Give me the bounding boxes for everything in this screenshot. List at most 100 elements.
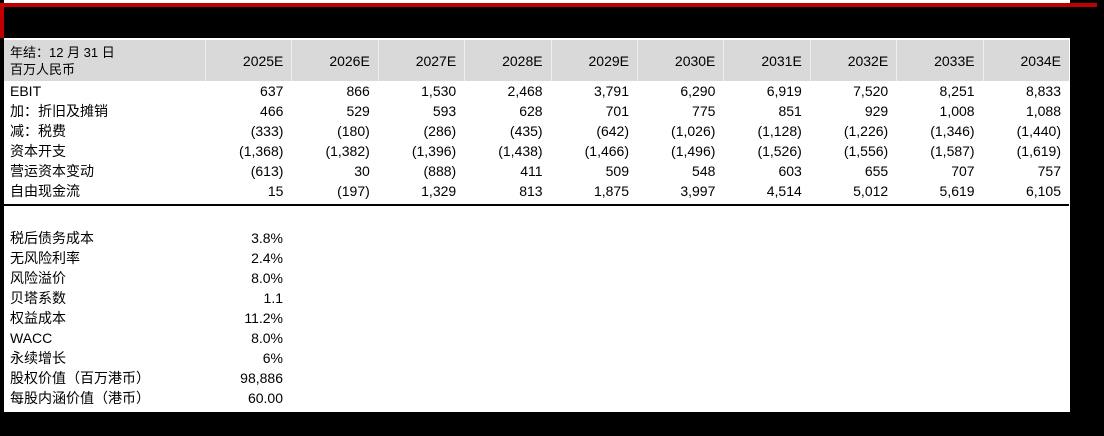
- value-cell: 6,290: [680, 83, 716, 99]
- value-cell: (613): [250, 163, 284, 179]
- column-header: 2027E: [377, 40, 464, 81]
- value-cell: (1,496): [671, 143, 716, 159]
- table-header-row: 年结：12 月 31 日 百万人民币 2025E 2026E 2027E 2028E 2…: [4, 40, 1069, 81]
- column-header: 2032E: [809, 40, 896, 81]
- column-header: 2029E: [550, 40, 637, 81]
- assumption-label: 税后债务成本: [10, 230, 94, 246]
- column-header: 2033E: [896, 40, 982, 81]
- value-cell: 7,520: [853, 83, 889, 99]
- assumption-value: 6%: [262, 350, 283, 366]
- value-cell: (1,440): [1016, 123, 1061, 139]
- row-label: EBIT: [10, 83, 42, 99]
- value-cell: 628: [519, 103, 543, 119]
- value-cell: (1,026): [671, 123, 716, 139]
- value-cell: 30: [354, 163, 370, 179]
- value-cell: 757: [1037, 163, 1061, 179]
- row-label: 加：折旧及摊销: [10, 103, 108, 119]
- column-header: 2034E: [982, 40, 1069, 81]
- assumption-label: 权益成本: [10, 310, 66, 326]
- assumption-value: 1.1: [263, 290, 283, 306]
- assumption-row: 税后债务成本 3.8%: [4, 228, 291, 248]
- value-cell: 5,619: [939, 183, 975, 199]
- value-cell: (1,466): [584, 143, 629, 159]
- value-cell: 8,251: [939, 83, 975, 99]
- assumption-value: 8.0%: [251, 270, 283, 286]
- value-cell: 603: [778, 163, 802, 179]
- redacted-title-box: [0, 3, 1097, 38]
- table-row: 加：折旧及摊销 466 529 593 628 701 775 851 929 1,008 1,08…: [4, 101, 1069, 121]
- value-cell: 866: [346, 83, 370, 99]
- value-cell: 637: [260, 83, 284, 99]
- assumption-value: 8.0%: [251, 330, 283, 346]
- assumption-label: 每股内涵价值（港币）: [10, 390, 150, 406]
- value-cell: 929: [864, 103, 889, 119]
- table-bottom-rule: [4, 204, 1069, 206]
- value-cell: 701: [605, 103, 629, 119]
- value-cell: 1,008: [939, 103, 975, 119]
- value-cell: (642): [596, 123, 629, 139]
- value-cell: (1,619): [1016, 143, 1061, 159]
- assumption-row: 贝塔系数 1.1: [4, 288, 291, 308]
- table-body: EBIT 637 866 1,530 2,468 3,791 6,290 6,919 7,520…: [4, 81, 1069, 201]
- value-cell: 5,012: [853, 183, 889, 199]
- value-cell: (333): [250, 123, 284, 139]
- value-cell: 411: [520, 163, 543, 179]
- value-cell: (1,556): [843, 143, 889, 159]
- column-header: 2030E: [637, 40, 723, 81]
- value-cell: 707: [951, 163, 975, 179]
- value-cell: 1,875: [593, 183, 629, 199]
- table-row: 营运资本变动 (613) 30 (888) 411 509 548 603 655 707 757: [4, 161, 1069, 181]
- row-label: 资本开支: [10, 143, 66, 159]
- value-cell: (888): [423, 163, 457, 179]
- value-cell: 548: [692, 163, 716, 179]
- value-cell: 3,791: [593, 83, 629, 99]
- value-cell: 593: [432, 103, 457, 119]
- value-cell: (1,438): [498, 143, 543, 159]
- value-cell: 15: [267, 183, 284, 199]
- assumptions-section: 税后债务成本 3.8% 无风险利率 2.4% 风险溢价 8.0% 贝塔系数 1.1 权益成本 11…: [4, 228, 291, 408]
- table-header-label-line2: 百万人民币: [10, 61, 76, 77]
- assumption-value: 2.4%: [251, 250, 283, 266]
- assumption-label: 贝塔系数: [10, 290, 66, 306]
- column-header: 2028E: [464, 40, 550, 81]
- assumption-row: 无风险利率 2.4%: [4, 248, 291, 268]
- value-cell: (197): [337, 183, 370, 199]
- assumption-label: WACC: [10, 330, 53, 346]
- assumption-value: 98,886: [240, 370, 283, 386]
- row-label: 减：税费: [10, 123, 66, 139]
- table-row: 自由现金流 15 (197) 1,329 813 1,875 3,997 4,514 5,012…: [4, 181, 1069, 201]
- value-cell: (1,346): [930, 123, 975, 139]
- table-row: 资本开支 (1,368) (1,382) (1,396) (1,438) (1,466) (…: [4, 141, 1069, 161]
- value-cell: (286): [423, 123, 457, 139]
- assumption-row: 每股内涵价值（港币） 60.00: [4, 388, 291, 408]
- value-cell: 655: [864, 163, 889, 179]
- table-header-label: 年结：12 月 31 日 百万人民币: [4, 40, 205, 81]
- table-row: EBIT 637 866 1,530 2,468 3,791 6,290 6,919 7,520…: [4, 81, 1069, 101]
- assumption-value: 3.8%: [251, 230, 283, 246]
- assumption-row: 股权价值（百万港币） 98,886: [4, 368, 291, 388]
- value-cell: 529: [346, 103, 370, 119]
- column-header: 2026E: [291, 40, 377, 81]
- row-label: 营运资本变动: [10, 163, 94, 179]
- assumption-label: 无风险利率: [10, 250, 80, 266]
- assumption-row: WACC 8.0%: [4, 328, 291, 348]
- value-cell: (1,587): [930, 143, 975, 159]
- value-cell: 813: [519, 183, 543, 199]
- assumption-value: 60.00: [247, 390, 283, 406]
- value-cell: (435): [509, 123, 543, 139]
- value-cell: 509: [605, 163, 629, 179]
- value-cell: 8,833: [1025, 83, 1061, 99]
- row-label: 自由现金流: [10, 183, 80, 199]
- assumption-value: 11.2%: [244, 310, 283, 326]
- value-cell: 2,468: [507, 83, 543, 99]
- value-cell: 6,919: [766, 83, 802, 99]
- value-cell: 851: [778, 103, 802, 119]
- value-cell: 1,530: [421, 83, 457, 99]
- table-row: 减：税费 (333) (180) (286) (435) (642) (1,026) (1,1…: [4, 121, 1069, 141]
- value-cell: (1,382): [325, 143, 370, 159]
- value-cell: (1,526): [757, 143, 802, 159]
- column-header: 2025E: [205, 40, 291, 81]
- value-cell: 4,514: [766, 183, 802, 199]
- assumption-label: 永续增长: [10, 350, 66, 366]
